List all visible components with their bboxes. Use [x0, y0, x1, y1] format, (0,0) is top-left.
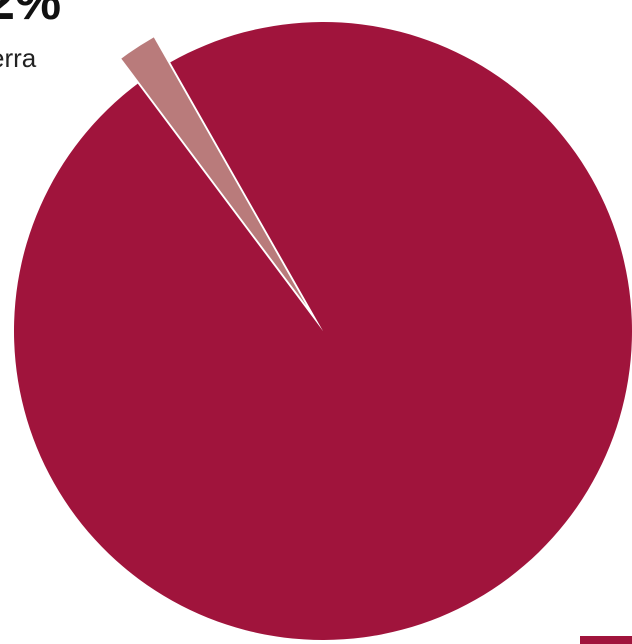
pie-slice-small	[121, 37, 307, 306]
pie-slice-large	[14, 22, 632, 640]
legend-swatch-large	[580, 636, 632, 644]
small-slice-name: erra	[0, 43, 37, 73]
small-slice-label: 2% erra	[0, 0, 80, 80]
small-slice-percent: 2%	[0, 0, 62, 31]
